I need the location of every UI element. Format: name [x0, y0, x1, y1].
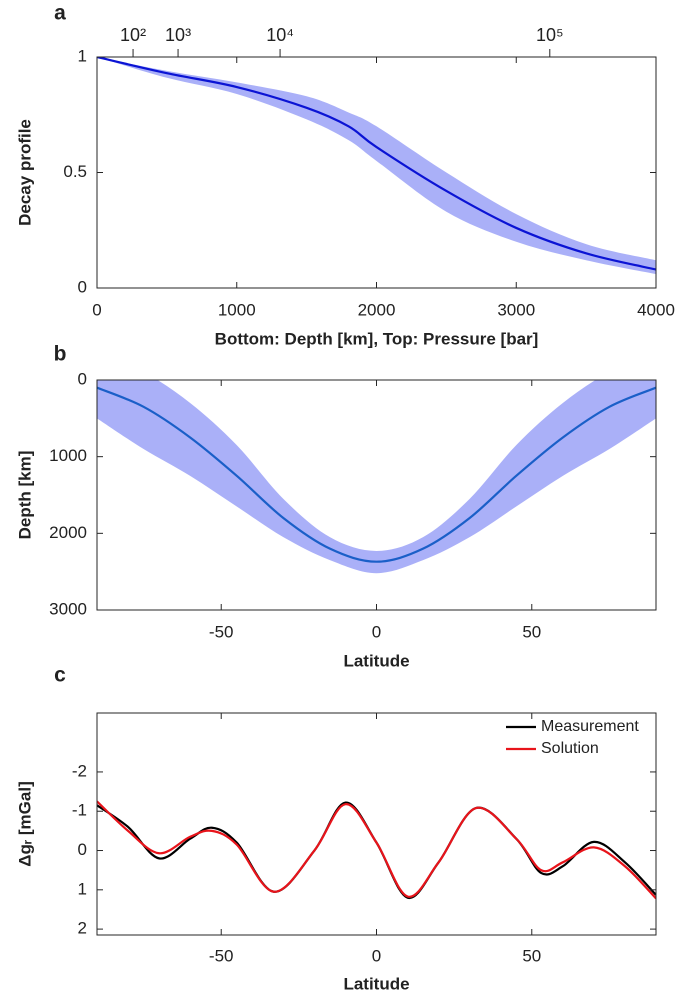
x-tick-label: 2000	[358, 300, 396, 319]
y-tick-label: 0.5	[63, 162, 87, 181]
y-tick-label: 1000	[49, 446, 87, 465]
y-axis-label: Decay profile	[15, 119, 34, 226]
x-tick-label: 1000	[218, 300, 256, 319]
y-tick-label: 0	[78, 840, 87, 859]
y-tick-label: 3000	[49, 599, 87, 618]
plot-area	[97, 800, 656, 900]
y-tick-label: 0	[78, 369, 87, 388]
x-axis-label: Latitude	[343, 651, 409, 670]
data-line	[97, 57, 656, 271]
x-tick-label: 0	[372, 946, 381, 965]
y-tick-label: 2000	[49, 523, 87, 542]
uncertainty-band	[97, 380, 656, 574]
legend-label: Measurement	[541, 718, 639, 735]
x-tick-label: 3000	[497, 300, 535, 319]
y-tick-label: 2	[78, 919, 87, 938]
y-axis-label: Depth [km]	[15, 451, 34, 540]
y-tick-label: 0	[78, 277, 87, 296]
x-tick-label: 0	[92, 300, 101, 319]
panel-label: a	[54, 2, 66, 25]
x-axis-label: Latitude	[343, 974, 409, 993]
x-tick-label: 50	[522, 622, 541, 641]
x-tick-label: 4000	[637, 300, 675, 319]
x-tick-label: -50	[209, 946, 234, 965]
legend-label: Solution	[541, 740, 599, 757]
y-tick-label: -1	[72, 801, 87, 820]
data-line	[97, 800, 656, 900]
data-line	[97, 801, 656, 899]
x2-tick-label: 10³	[165, 25, 191, 45]
panel-label: c	[54, 664, 66, 687]
y-tick-label: 1	[78, 879, 87, 898]
plot-area	[97, 380, 656, 574]
plot-area	[97, 57, 656, 275]
y-tick-label: -2	[72, 761, 87, 780]
x-tick-label: -50	[209, 622, 234, 641]
panel-label: b	[54, 343, 67, 366]
uncertainty-band	[97, 57, 656, 275]
x2-tick-label: 10⁴	[266, 25, 294, 45]
y-axis-label: Δgᵣ [mGal]	[15, 781, 34, 866]
x-tick-label: 0	[372, 622, 381, 641]
x-axis-label: Bottom: Depth [km], Top: Pressure [bar]	[215, 329, 539, 348]
x2-tick-label: 10⁵	[536, 25, 563, 45]
y-tick-label: 1	[78, 46, 87, 65]
x-tick-label: 50	[522, 946, 541, 965]
x2-tick-label: 10²	[120, 25, 146, 45]
data-line	[97, 386, 656, 563]
